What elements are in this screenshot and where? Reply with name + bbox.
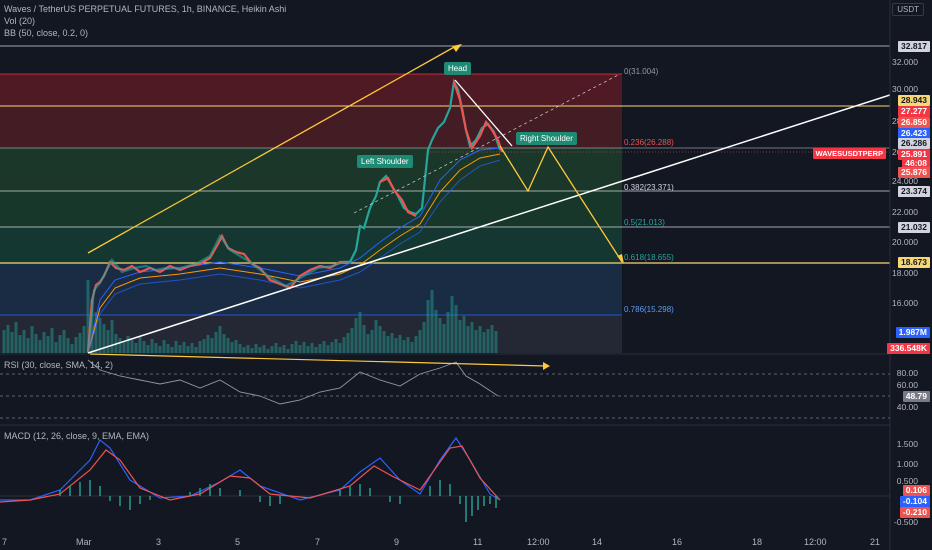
time-axis-label: 12:00 [527,537,550,547]
time-axis-label: 11 [473,537,483,547]
rsi-pane [0,353,890,419]
time-axis-label: 14 [592,537,603,547]
price-axis-label: 16.000 [892,298,918,308]
fib-zones [0,74,622,353]
fib-0618-label: 0.618(18.655) [624,253,674,262]
price-axis-label: 30.000 [892,84,918,94]
macd-axis-label: 0.500 [896,476,918,486]
price-tag[interactable]: 26.850 [898,117,930,128]
macd-value-tag[interactable]: 0.106 [902,485,930,496]
price-candles [86,78,504,353]
bollinger-bands [87,147,501,354]
fib-0-label: 0(31.004) [624,67,659,76]
price-tag[interactable]: 28.943 [898,95,930,106]
price-tag[interactable]: 18.673 [898,257,930,268]
volume-tag[interactable]: 336.548K [887,343,930,354]
left-shoulder-label: Left Shoulder [357,155,413,168]
rsi-value-tag[interactable]: 48.79 [902,391,930,402]
time-axis-label: 5 [235,537,241,547]
price-tag[interactable]: 23.374 [898,186,930,197]
right-shoulder-label: Right Shoulder [516,132,577,145]
fib-0236-label: 0.236(26.288) [624,138,674,147]
rsi-indicator-label[interactable]: RSI (30, close, SMA, 14, 2) [4,360,114,370]
time-axis-label: 7 [2,537,8,547]
macd-axis-label: 1.500 [896,439,918,449]
macd-axis-label: 1.000 [896,459,918,469]
currency-badge[interactable]: USDT [892,3,924,16]
rsi-axis-label: 40.00 [896,402,918,412]
time-axis-label: 12:00 [804,537,827,547]
price-axis-label: 32.000 [892,57,918,67]
price-tag[interactable]: 26.286 [898,138,930,149]
rsi-axis-label: 60.00 [896,380,918,390]
price-tag[interactable]: 25.876 [898,167,930,178]
time-axis-label: 9 [394,537,400,547]
price-axis-label: 18.000 [892,268,918,278]
fib-0786-label: 0.786(15.298) [624,305,674,314]
price-tag[interactable]: 32.817 [898,41,930,52]
time-axis-label: 21 [870,537,881,547]
time-axis-label: 7 [315,537,321,547]
macd-indicator-label[interactable]: MACD (12, 26, close, 9, EMA, EMA) [4,431,150,441]
bb-indicator-label[interactable]: BB (50, close, 0.2, 0) [4,28,89,38]
symbol-tag[interactable]: WAVESUSDTPERP [812,148,886,159]
macd-value-tag[interactable]: -0.210 [899,507,930,518]
price-tag[interactable]: 26.423 [898,128,930,139]
head-label: Head [444,62,472,75]
macd-axis-label: -0.500 [893,517,918,527]
time-axis-label: 3 [156,537,162,547]
time-axis-label: Mar [76,537,92,547]
volume-tag[interactable]: 1.987M [895,327,930,338]
volume-bars [2,280,498,353]
chart-title: Waves / TetherUS PERPETUAL FUTURES, 1h, … [4,4,287,14]
price-tag[interactable]: 21.032 [898,222,930,233]
price-axis-label: 22.000 [892,207,918,217]
macd-pane [0,436,890,522]
time-axis-label: 16 [672,537,683,547]
price-tag[interactable]: 25.891 [898,149,930,160]
pattern-lines [87,44,891,354]
price-axis-label: 24.000 [892,176,918,186]
time-axis-label: 18 [752,537,763,547]
countdown-tag: 46:08 [902,158,930,169]
level-lines [0,45,890,316]
fib-05-label: 0.5(21.013) [624,218,665,227]
vol-indicator-label[interactable]: Vol (20) [4,16,36,26]
price-tag[interactable]: 27.277 [898,106,930,117]
fib-0382-label: 0.382(23.371) [624,183,674,192]
rsi-axis-label: 80.00 [896,368,918,378]
macd-value-tag[interactable]: -0.104 [899,496,930,507]
price-axis-label: 20.000 [892,237,918,247]
